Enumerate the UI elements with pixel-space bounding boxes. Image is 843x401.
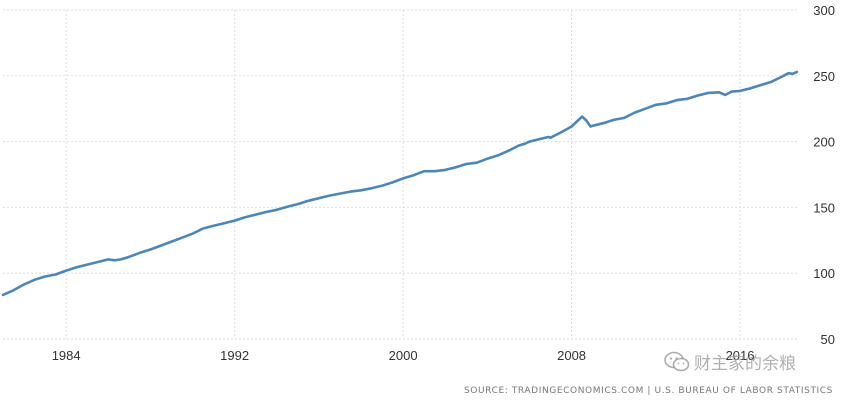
y-tick-label: 100	[813, 266, 835, 281]
x-tick-label: 2016	[726, 348, 755, 363]
y-axis-ticks: 50 100 150 200 250 300	[813, 3, 835, 347]
y-tick-label: 200	[813, 135, 835, 150]
y-tick-label: 300	[813, 3, 835, 18]
series-line	[1, 70, 799, 297]
x-axis-ticks: 1984 1992 2000 2008 2016	[52, 348, 755, 363]
y-tick-label: 50	[821, 332, 835, 347]
x-tick-label: 2008	[557, 348, 586, 363]
wechat-icon	[664, 351, 690, 371]
watermark-text: 财主家的余粮	[694, 354, 796, 374]
watermark: 财主家的余粮	[664, 349, 796, 374]
source-attribution: SOURCE: TRADINGECONOMICS.COM | U.S. BURE…	[463, 386, 833, 396]
gridlines	[3, 9, 799, 340]
x-tick-label: 1992	[220, 348, 249, 363]
x-tick-label: 1984	[52, 348, 81, 363]
y-tick-label: 250	[813, 69, 835, 84]
y-tick-label: 150	[813, 200, 835, 215]
series-group	[1, 70, 799, 297]
x-tick-label: 2000	[389, 348, 418, 363]
